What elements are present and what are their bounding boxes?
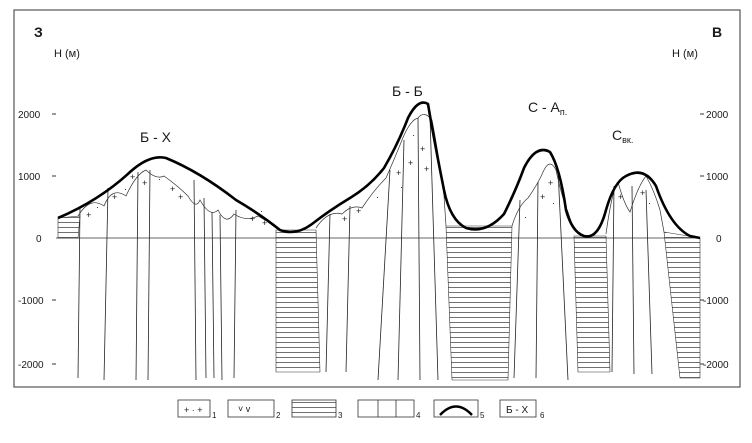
svg-text:·: · <box>158 174 161 184</box>
legend-num-2: 2 <box>276 411 281 420</box>
svg-text:+: + <box>420 144 425 154</box>
left-tick-2000: 2000 <box>18 110 41 121</box>
svg-text:·: · <box>412 130 415 140</box>
label-s-a-main: С - А <box>528 99 561 115</box>
svg-text:+: + <box>540 192 545 202</box>
basin-west-edge <box>57 215 81 239</box>
label-s-vk-sub: вк. <box>622 135 633 145</box>
right-tick-2000: 2000 <box>706 110 729 121</box>
label-s-vk: Свк. <box>612 127 633 145</box>
svg-text:+: + <box>250 214 255 224</box>
label-b-b: Б - Б <box>392 83 423 99</box>
label-b-x: Б - Х <box>140 129 172 145</box>
svg-text:+: + <box>618 192 623 202</box>
left-tick-0: 0 <box>36 234 42 245</box>
legend-num-4: 4 <box>416 411 421 420</box>
legend: + · + 1 ˅ v 2 3 4 5 Б - Х 6 <box>177 399 545 420</box>
legend-item-1: + · + 1 <box>177 399 217 420</box>
svg-text:·: · <box>96 202 99 212</box>
legend-item-2: ˅ v 2 <box>227 399 281 420</box>
east-label: В <box>712 24 722 40</box>
svg-text:·: · <box>260 206 263 216</box>
right-tick-0: 0 <box>716 234 722 245</box>
svg-text:+: + <box>86 210 91 220</box>
svg-text:+: + <box>424 164 429 174</box>
right-axis-unit: Н (м) <box>672 48 698 60</box>
basin-east <box>663 231 701 379</box>
right-tick-minus-1000: -1000 <box>703 296 729 307</box>
svg-text:+: + <box>170 184 175 194</box>
legend-num-1: 1 <box>212 411 217 420</box>
svg-text:+ · +: + · + <box>184 405 203 415</box>
basin-2 <box>445 225 513 381</box>
legend-num-6: 6 <box>540 411 545 420</box>
svg-text:+: + <box>548 178 553 188</box>
sedimentary-basins <box>57 215 701 381</box>
arc-icon <box>439 405 473 416</box>
svg-text:·: · <box>400 182 403 192</box>
svg-text:˅ v: ˅ v <box>238 404 251 414</box>
basin-3 <box>573 235 611 373</box>
right-tick-minus-2000: -2000 <box>703 360 729 371</box>
diagram-frame <box>13 9 741 388</box>
left-axis: 2000 1000 0 -1000 -2000 <box>18 110 56 371</box>
legend-item-3: 3 <box>291 399 343 420</box>
label-s-a: С - Ап. <box>528 99 567 117</box>
label-s-vk-main: С <box>612 127 622 143</box>
legend-num-3: 3 <box>338 411 343 420</box>
west-label: З <box>34 24 43 40</box>
svg-text:·: · <box>376 192 379 202</box>
left-axis-unit: Н (м) <box>54 48 80 60</box>
topography-profile <box>57 101 701 240</box>
left-tick-1000: 1000 <box>18 172 41 183</box>
svg-text:+: + <box>342 214 347 224</box>
legend-item-5: 5 <box>433 399 485 420</box>
left-tick-minus-2000: -2000 <box>18 360 44 371</box>
fault-lines <box>77 115 653 381</box>
svg-text:+: + <box>142 178 147 188</box>
svg-text:·: · <box>524 212 527 222</box>
legend-num-5: 5 <box>480 411 485 420</box>
label-s-a-sub: п. <box>560 107 567 117</box>
legend-label-6: Б - Х <box>506 405 528 416</box>
legend-item-6: Б - Х 6 <box>499 399 545 420</box>
svg-text:+: + <box>112 192 117 202</box>
svg-text:+: + <box>130 172 135 182</box>
left-tick-minus-1000: -1000 <box>18 296 44 307</box>
svg-text:+: + <box>408 158 413 168</box>
svg-text:+: + <box>178 192 183 202</box>
svg-text:+: + <box>396 168 401 178</box>
granitoid-symbols: +·+ ·++ ·++ +·+ ++· ++· ++· ·++ ·+ + · <box>86 130 651 228</box>
legend-item-4: 4 <box>357 399 421 420</box>
svg-text:+: + <box>262 218 267 228</box>
svg-text:+: + <box>356 206 361 216</box>
svg-text:+: + <box>640 188 645 198</box>
svg-text:·: · <box>552 198 555 208</box>
right-tick-1000: 1000 <box>706 172 729 183</box>
right-axis: 2000 1000 0 -1000 -2000 <box>700 110 729 371</box>
basin-1 <box>275 229 321 373</box>
svg-text:·: · <box>648 198 651 208</box>
svg-text:·: · <box>124 184 127 194</box>
